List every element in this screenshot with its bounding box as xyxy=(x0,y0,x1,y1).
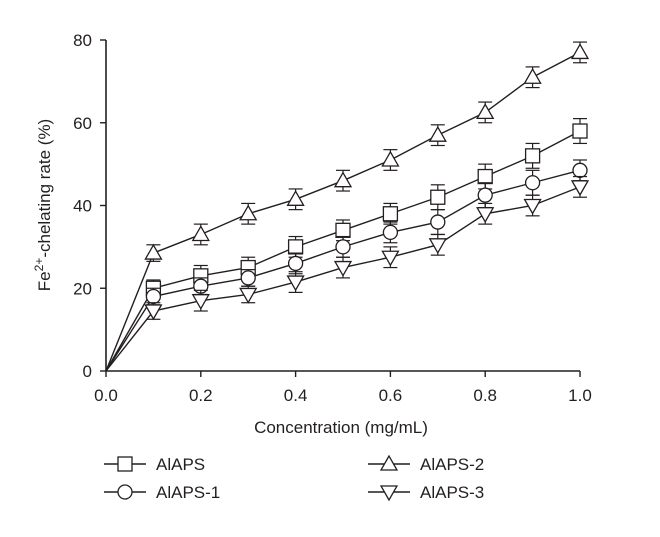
marker-circle xyxy=(240,270,256,286)
x-tick-label: 0.4 xyxy=(284,386,308,405)
series-alaps-3 xyxy=(105,175,590,372)
marker-square xyxy=(430,189,446,205)
marker-triangle-up xyxy=(381,150,400,167)
marker-triangle-down xyxy=(239,287,258,304)
y-tick-label: 80 xyxy=(73,31,92,50)
y-axis-title-rest: -chelating rate (%) xyxy=(35,119,54,258)
axes: 0.0 0.2 0.4 0.6 0.8 1.0 0 20 40 60 80 xyxy=(73,31,592,405)
marker-triangle-up xyxy=(286,189,305,206)
marker-triangle-down xyxy=(191,294,210,310)
legend-item-alaps-2: AlAPS-2 xyxy=(368,454,484,474)
marker-triangle-down xyxy=(379,485,399,502)
marker-circle xyxy=(572,162,588,178)
legend-item-alaps: AlAPS xyxy=(104,455,205,474)
legend-item-alaps-1: AlAPS-1 xyxy=(104,483,220,502)
x-tick-label: 1.0 xyxy=(568,386,592,405)
x-tick-label: 0.8 xyxy=(473,386,497,405)
marker-triangle-down xyxy=(523,198,542,215)
y-tick-label: 20 xyxy=(73,279,92,298)
legend-label: AlAPS-3 xyxy=(420,483,484,502)
legend-label: AlAPS-2 xyxy=(420,455,484,474)
marker-triangle-up xyxy=(144,243,163,260)
marker-triangle-down xyxy=(333,260,353,277)
marker-triangle-up xyxy=(333,171,353,188)
marker-circle xyxy=(382,224,399,241)
y-axis-title: Fe2+-chelating rate (%) xyxy=(32,119,54,291)
marker-triangle-down xyxy=(428,238,447,255)
marker-square xyxy=(524,148,541,164)
marker-circle xyxy=(287,255,304,272)
marker-triangle-down xyxy=(476,207,495,224)
marker-square xyxy=(287,239,304,255)
x-tick-label: 0.0 xyxy=(94,386,118,405)
series-alaps-2 xyxy=(105,41,590,372)
marker-triangle-down xyxy=(144,304,163,321)
marker-triangle-up xyxy=(191,225,210,242)
x-tick-label: 0.6 xyxy=(379,386,403,405)
marker-triangle-down xyxy=(286,275,305,292)
marker-triangle-up xyxy=(239,204,258,221)
marker-square xyxy=(477,168,493,185)
series-line xyxy=(105,186,581,372)
x-tick-label: 0.2 xyxy=(189,386,213,405)
legend: AlAPS AlAPS-1 AlAPS-2 AlAPS-3 xyxy=(104,454,484,502)
marker-square xyxy=(572,123,588,139)
y-axis-title-base: Fe xyxy=(35,271,54,291)
series-line xyxy=(105,51,581,372)
marker-triangle-up xyxy=(379,454,399,471)
marker-triangle-up xyxy=(523,67,542,84)
marker-square xyxy=(117,456,133,472)
marker-triangle-up xyxy=(476,103,495,120)
marker-circle xyxy=(335,239,351,255)
y-axis-title-superscript: 2+ xyxy=(32,258,46,272)
y-tick-label: 60 xyxy=(73,114,92,133)
legend-item-alaps-3: AlAPS-3 xyxy=(368,483,484,502)
marker-circle xyxy=(430,214,446,230)
marker-triangle-down xyxy=(381,250,400,267)
y-tick-label: 40 xyxy=(73,197,92,216)
marker-circle xyxy=(145,288,162,305)
series-layer xyxy=(105,41,590,372)
marker-square xyxy=(382,206,399,222)
marker-circle xyxy=(524,175,541,191)
marker-triangle-down xyxy=(570,180,590,197)
x-axis-title: Concentration (mg/mL) xyxy=(254,418,428,437)
legend-label: AlAPS xyxy=(156,455,205,474)
series-alaps-1 xyxy=(105,159,588,372)
marker-triangle-up xyxy=(570,43,590,60)
y-tick-label: 0 xyxy=(83,362,92,381)
legend-label: AlAPS-1 xyxy=(156,483,220,502)
marker-circle xyxy=(117,484,133,500)
marker-square xyxy=(335,222,351,238)
marker-triangle-up xyxy=(428,125,447,142)
marker-circle xyxy=(477,187,493,203)
